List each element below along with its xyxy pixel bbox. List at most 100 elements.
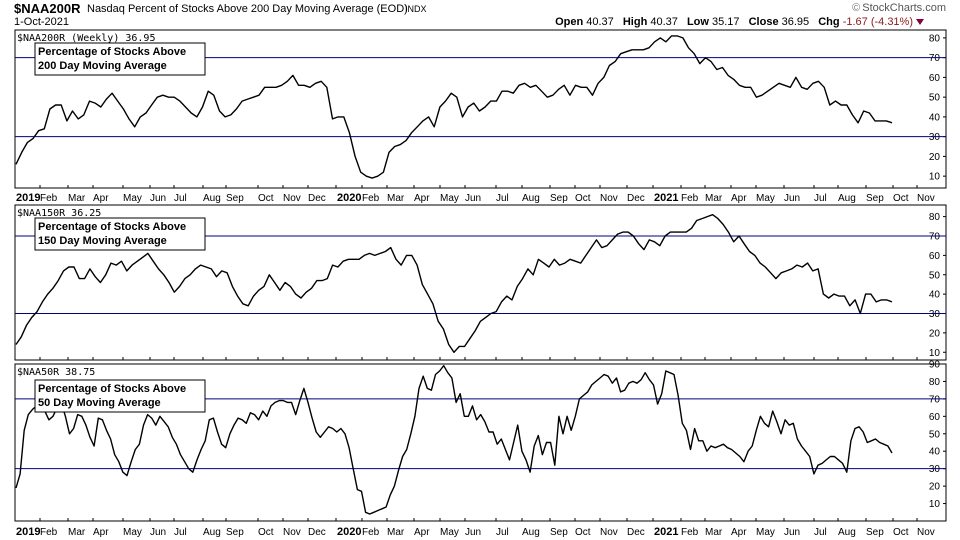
x-year-label: 2021: [654, 526, 678, 538]
x-month-label: Sep: [226, 527, 244, 538]
x-month-label: Jul: [496, 193, 509, 204]
x-month-label: Dec: [308, 193, 326, 204]
ohlc-readout: Open 40.37 High 40.37 Low 35.17 Close 36…: [549, 16, 924, 28]
x-month-label: Jul: [814, 527, 827, 538]
x-month-label: Mar: [705, 193, 723, 204]
chart-header: $NAA200R Nasdaq Percent of Stocks Above …: [0, 0, 960, 30]
x-month-label: Nov: [283, 527, 301, 538]
panel-title: $NAA200R (Weekly) 36.95: [17, 33, 155, 44]
legend-box: Percentage of Stocks Above 200 Day Moving…: [34, 42, 206, 76]
x-year-label: 2020: [337, 192, 361, 204]
x-month-label: Apr: [414, 527, 430, 538]
x-year-label: 2019: [16, 526, 40, 538]
x-month-label: Sep: [866, 527, 884, 538]
x-month-label: Sep: [550, 193, 568, 204]
y-tick-label: 30: [929, 132, 941, 143]
y-tick-label: 80: [929, 212, 941, 223]
brand-watermark[interactable]: © StockCharts.com: [852, 2, 946, 14]
y-tick-label: 30: [929, 309, 941, 320]
x-month-label: May: [123, 193, 142, 204]
panel-frame: [14, 29, 947, 189]
x-month-label: Jun: [784, 527, 800, 538]
legend-box-frame: [34, 379, 206, 413]
x-month-label: Feb: [681, 193, 699, 204]
legend-line: 50 Day Moving Average: [38, 397, 161, 409]
x-month-label: Nov: [600, 527, 618, 538]
x-month-label: Oct: [258, 193, 274, 204]
x-month-label: Jul: [174, 527, 187, 538]
series-line: [15, 365, 893, 515]
x-month-label: Jun: [150, 527, 166, 538]
high-value: 40.37: [650, 16, 678, 28]
chg-label: Chg: [818, 16, 840, 28]
x-month-label: Apr: [93, 193, 109, 204]
y-tick-label: 40: [929, 447, 941, 458]
legend-line: Percentage of Stocks Above: [38, 46, 186, 58]
x-month-label: May: [440, 527, 459, 538]
x-month-label: Jul: [814, 193, 827, 204]
legend-box: Percentage of Stocks Above 50 Day Moving …: [34, 379, 206, 413]
close-label: Close: [748, 16, 779, 28]
y-tick-label: 30: [929, 464, 941, 475]
x-month-label: Nov: [600, 193, 618, 204]
y-tick-label: 60: [929, 251, 941, 262]
y-tick-label: 40: [929, 290, 941, 301]
x-month-label: Aug: [838, 193, 856, 204]
y-tick-label: 80: [929, 377, 941, 388]
panel-title: $NAA50R 38.75: [17, 367, 95, 378]
chg-value: -1.67 (-4.31%): [842, 16, 913, 28]
x-month-label: Nov: [283, 193, 301, 204]
x-month-label: Jun: [465, 527, 481, 538]
x-month-label: Jul: [496, 527, 509, 538]
y-tick-label: 40: [929, 112, 941, 123]
series-line: [15, 35, 893, 179]
x-month-label: Feb: [40, 193, 58, 204]
open-label: Open: [555, 16, 584, 28]
x-year-label: 2020: [337, 526, 361, 538]
panel-frame: [14, 204, 947, 361]
y-tick-label: 10: [929, 348, 941, 359]
x-month-label: Aug: [203, 193, 221, 204]
x-month-label: Jun: [150, 193, 166, 204]
down-triangle-icon: [916, 19, 924, 26]
y-tick-label: 10: [929, 172, 941, 183]
exchange-label: INDX: [405, 4, 427, 14]
x-month-label: Aug: [838, 527, 856, 538]
y-tick-label: 60: [929, 412, 941, 423]
x-month-label: Dec: [308, 527, 326, 538]
x-month-label: May: [756, 527, 775, 538]
x-month-label: Oct: [893, 193, 909, 204]
x-month-label: Mar: [68, 527, 86, 538]
x-month-label: Apr: [731, 193, 747, 204]
y-tick-label: 20: [929, 328, 941, 339]
x-month-label: Dec: [627, 527, 645, 538]
x-month-label: Aug: [203, 527, 221, 538]
x-month-label: Feb: [362, 527, 380, 538]
y-tick-label: 50: [929, 93, 941, 104]
x-month-label: Apr: [731, 527, 747, 538]
x-month-label: Aug: [522, 527, 540, 538]
x-month-label: Mar: [705, 527, 723, 538]
legend-box-frame: [34, 217, 206, 251]
legend-line: Percentage of Stocks Above: [38, 221, 186, 233]
x-month-label: Mar: [387, 527, 405, 538]
y-tick-label: 60: [929, 73, 941, 84]
copyright-icon: ©: [852, 2, 861, 14]
x-month-label: Sep: [550, 527, 568, 538]
x-year-label: 2021: [654, 192, 678, 204]
y-tick-label: 50: [929, 429, 941, 440]
chart-description: Nasdaq Percent of Stocks Above 200 Day M…: [87, 3, 408, 15]
series-line: [15, 213, 893, 353]
x-month-label: May: [440, 193, 459, 204]
y-tick-label: 20: [929, 152, 941, 163]
y-tick-label: 70: [929, 232, 941, 243]
x-month-label: Mar: [68, 193, 86, 204]
brand-label: StockCharts.com: [862, 2, 946, 14]
x-month-label: Oct: [575, 193, 591, 204]
x-month-label: Apr: [93, 527, 109, 538]
y-tick-label: 90: [929, 360, 941, 371]
x-month-label: Jun: [784, 193, 800, 204]
